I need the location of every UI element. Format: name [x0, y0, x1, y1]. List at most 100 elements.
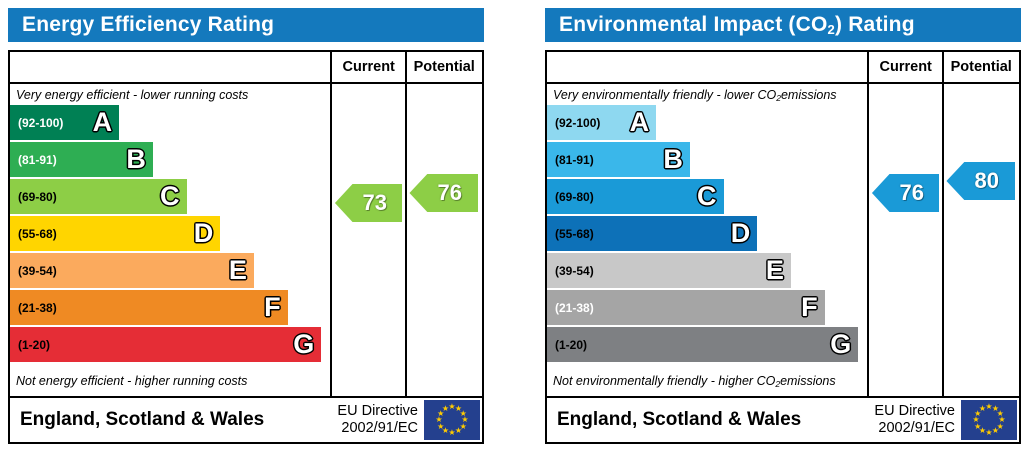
current-column-divider [866, 52, 869, 396]
band-row-e: (39-54) E [10, 253, 331, 290]
eu-flag-star: ★ [461, 415, 469, 424]
band-row-a: (92-100) A [10, 105, 331, 142]
table-footer: England, Scotland & Wales EU Directive 2… [10, 396, 482, 442]
caption-text: Very energy efficient - lower running co… [16, 87, 249, 102]
current-column-divider [329, 52, 332, 396]
band-range-label: (92-100) [555, 115, 601, 130]
band-letter: G [830, 329, 852, 359]
eu-flag-star: ★ [448, 428, 456, 437]
band-range-label: (21-38) [18, 300, 57, 315]
band-bar: (21-38) F [547, 290, 825, 325]
eu-flag-star: ★ [459, 421, 467, 431]
top-caption: Very environmentally friendly - lower CO… [547, 84, 868, 105]
band-letter: A [92, 107, 113, 137]
region-label: England, Scotland & Wales [557, 409, 802, 430]
band-letter: D [730, 218, 751, 248]
band-row-d: (55-68) D [547, 216, 868, 253]
band-letter: D [193, 218, 214, 248]
band-row-d: (55-68) D [10, 216, 331, 253]
band-row-c: (69-80) C [10, 179, 331, 216]
eu-flag-star: ★ [448, 402, 456, 411]
eu-flag-star: ★ [991, 403, 1000, 413]
current-value: 76 [899, 180, 924, 205]
band-row-b: (81-91) B [547, 142, 868, 179]
band-range-label: (69-80) [18, 189, 57, 204]
energy-efficiency-chart: Energy Efficiency Rating Current Potenti… [8, 8, 484, 444]
environmental-chart-title: Environmental Impact (CO 2) Rating [545, 8, 1021, 42]
eu-directive-label: EU Directive 2002/91/EC [874, 403, 955, 438]
caption-text: Very environmentally friendly - lower CO [553, 87, 777, 102]
band-range-label: (55-68) [555, 226, 594, 241]
band-row-g: (1-20) G [10, 327, 331, 364]
band-row-g: (1-20) G [547, 327, 868, 364]
band-range-label: (21-38) [555, 300, 594, 315]
rating-table-main: Current Potential Very environmentally f… [547, 52, 1019, 396]
band-bar: (39-54) E [547, 253, 791, 288]
eu-flag-icon: ★ ★ ★ ★ ★ ★ ★ ★ ★ ★ ★ ★ [961, 400, 1017, 440]
title-text: Environmental Impact (CO [559, 13, 828, 36]
caption-text-suffix: emissions [780, 374, 836, 388]
eu-flag-star: ★ [437, 408, 445, 418]
current-arrow: 76 [871, 174, 940, 212]
bottom-caption: Not environmentally friendly - higher CO… [547, 364, 868, 398]
band-range-label: (55-68) [18, 226, 57, 241]
eu-flag-star: ★ [996, 421, 1004, 431]
band-row-f: (21-38) F [10, 290, 331, 327]
band-range-label: (39-54) [18, 263, 57, 278]
title-subscript: 2 [827, 21, 835, 37]
bands-column: Very energy efficient - lower running co… [10, 84, 331, 398]
potential-value: 80 [974, 168, 999, 193]
caption-text-suffix: emissions [780, 87, 837, 102]
region-label: England, Scotland & Wales [20, 409, 265, 430]
potential-column-header: Potential [950, 59, 1012, 75]
eu-flag-star: ★ [974, 408, 982, 418]
eu-flag-star: ★ [459, 408, 467, 418]
potential-arrow: 80 [946, 162, 1015, 200]
band-bar: (1-20) G [547, 327, 859, 362]
caption-subscript: 2 [776, 92, 781, 103]
band-bar: (69-80) C [547, 179, 724, 214]
eu-flag-star: ★ [996, 408, 1004, 418]
current-value: 73 [362, 190, 387, 215]
caption-text: Not energy efficient - higher running co… [16, 374, 248, 388]
title-text-suffix: ) Rating [834, 13, 915, 36]
eu-flag-star: ★ [974, 421, 982, 431]
band-bar: (92-100) A [547, 105, 657, 140]
table-footer: England, Scotland & Wales EU Directive 2… [547, 396, 1019, 442]
band-bar: (55-68) D [10, 216, 221, 251]
current-column-header: Current [879, 59, 932, 75]
eu-directive-line1: EU Directive [337, 402, 418, 419]
eu-flag-star: ★ [991, 426, 1000, 436]
band-letter: A [629, 107, 650, 137]
band-range-label: (81-91) [18, 152, 57, 167]
band-range-label: (81-91) [555, 152, 594, 167]
band-letter: G [293, 329, 315, 359]
band-letter: C [697, 181, 717, 211]
band-bar: (81-91) B [10, 142, 153, 177]
eu-flag-star: ★ [437, 421, 445, 431]
band-letter: F [801, 292, 818, 322]
top-caption: Very energy efficient - lower running co… [10, 84, 331, 105]
eu-flag-star: ★ [985, 428, 993, 437]
eu-directive-line2: 2002/91/EC [341, 420, 418, 436]
band-range-label: (69-80) [555, 189, 594, 204]
band-row-f: (21-38) F [547, 290, 868, 327]
current-column-header: Current [342, 59, 395, 75]
eu-directive-line2: 2002/91/EC [878, 420, 955, 436]
eu-flag-star: ★ [978, 426, 987, 436]
band-range-label: (92-100) [18, 115, 64, 130]
environmental-impact-chart: Environmental Impact (CO 2) Rating Curren… [545, 8, 1021, 444]
eu-flag-star: ★ [985, 402, 993, 411]
eu-flag-star: ★ [972, 415, 980, 424]
band-bar: (69-80) C [10, 179, 187, 214]
rating-table: Current Potential Very environmentally f… [545, 50, 1021, 444]
potential-column-divider [942, 52, 945, 396]
eu-flag-star: ★ [435, 415, 443, 424]
eu-directive-line1: EU Directive [874, 402, 955, 419]
band-letter: E [228, 255, 247, 285]
band-bar: (55-68) D [547, 216, 758, 251]
eu-directive-label: EU Directive 2002/91/EC [337, 403, 418, 438]
band-bar: (81-91) B [547, 142, 690, 177]
band-bar: (39-54) E [10, 253, 254, 288]
band-row-c: (69-80) C [547, 179, 868, 216]
